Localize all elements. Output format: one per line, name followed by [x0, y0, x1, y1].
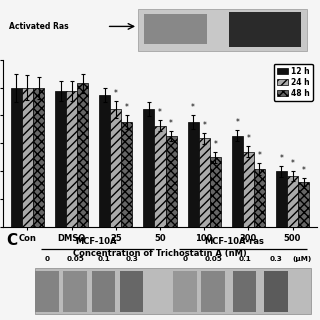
Bar: [55, 91, 66, 227]
Bar: [66, 91, 77, 227]
Text: 0.05: 0.05: [66, 256, 84, 262]
Bar: [232, 136, 243, 227]
Text: *: *: [125, 103, 129, 112]
Legend: 12 h, 24 h, 48 h: 12 h, 24 h, 48 h: [274, 64, 313, 100]
Bar: [35, 271, 59, 312]
Text: *: *: [169, 119, 173, 128]
Bar: [11, 88, 22, 227]
Bar: [276, 171, 287, 227]
Bar: [92, 271, 115, 312]
Bar: [155, 126, 165, 227]
Text: MCF-10A-ras: MCF-10A-ras: [204, 237, 264, 246]
Bar: [188, 123, 199, 227]
Bar: [298, 182, 309, 227]
Text: 0: 0: [183, 256, 188, 262]
Text: *: *: [280, 154, 284, 163]
Text: 0: 0: [44, 256, 50, 262]
Bar: [173, 271, 197, 312]
Text: (μM): (μM): [293, 256, 312, 262]
Text: *: *: [114, 89, 118, 98]
Bar: [143, 109, 155, 227]
Bar: [229, 12, 301, 47]
Bar: [77, 84, 88, 227]
Bar: [120, 271, 143, 312]
Bar: [243, 152, 254, 227]
Bar: [233, 271, 256, 312]
Bar: [144, 13, 207, 44]
Text: *: *: [291, 159, 294, 168]
Bar: [201, 271, 225, 312]
Text: *: *: [302, 166, 306, 175]
Text: C: C: [6, 233, 18, 248]
Text: 0.3: 0.3: [125, 256, 138, 262]
Text: *: *: [258, 151, 261, 160]
Text: *: *: [202, 121, 206, 130]
Bar: [264, 271, 288, 312]
Text: *: *: [191, 103, 195, 112]
Bar: [287, 176, 298, 227]
Bar: [210, 157, 221, 227]
Bar: [22, 88, 33, 227]
Bar: [110, 109, 121, 227]
Bar: [199, 139, 210, 227]
Bar: [99, 95, 110, 227]
Text: *: *: [158, 108, 162, 117]
Text: 0.05: 0.05: [204, 256, 222, 262]
Text: *: *: [235, 118, 239, 127]
X-axis label: Concentration of Trichostatin A (nM): Concentration of Trichostatin A (nM): [73, 249, 247, 258]
Bar: [35, 268, 310, 314]
Bar: [33, 88, 44, 227]
Bar: [138, 9, 308, 51]
Text: *: *: [246, 134, 250, 143]
Bar: [254, 169, 265, 227]
Text: 0.3: 0.3: [270, 256, 283, 262]
Text: *: *: [213, 140, 217, 148]
Bar: [121, 123, 132, 227]
Bar: [165, 136, 177, 227]
Bar: [63, 271, 87, 312]
Text: 0.1: 0.1: [238, 256, 251, 262]
Text: 0.1: 0.1: [97, 256, 110, 262]
Text: Activated Ras: Activated Ras: [10, 22, 69, 31]
Text: MCF-10A: MCF-10A: [75, 237, 116, 246]
